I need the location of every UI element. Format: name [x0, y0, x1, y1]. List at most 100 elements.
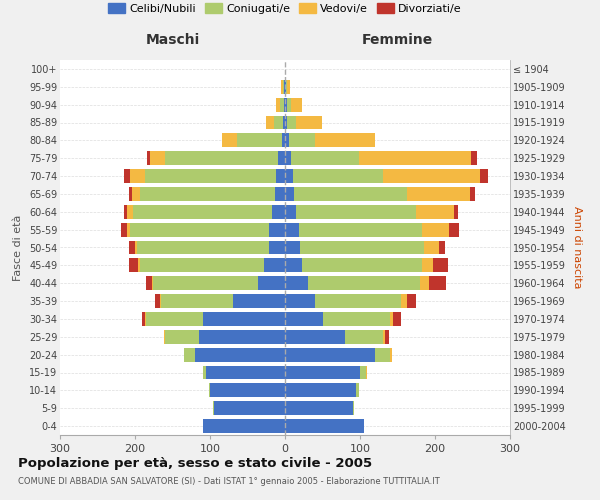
Bar: [266, 116, 274, 130]
Bar: [429, 276, 445, 290]
Bar: [282, 134, 285, 147]
Y-axis label: Fasce di età: Fasce di età: [13, 214, 23, 280]
Bar: [284, 98, 285, 112]
Bar: [416, 205, 454, 219]
Bar: [285, 294, 315, 308]
Bar: [269, 222, 285, 236]
Bar: [285, 258, 302, 272]
Bar: [161, 294, 233, 308]
Bar: [285, 116, 287, 130]
Bar: [454, 205, 458, 219]
Bar: [424, 240, 439, 254]
Bar: [285, 187, 294, 201]
Bar: [284, 80, 285, 94]
Bar: [315, 294, 401, 308]
Bar: [145, 169, 276, 183]
Bar: [164, 330, 165, 344]
Bar: [293, 169, 383, 183]
Bar: [308, 276, 420, 290]
Bar: [276, 169, 285, 183]
Bar: [285, 312, 323, 326]
Bar: [285, 384, 356, 398]
Bar: [323, 312, 390, 326]
Bar: [360, 366, 366, 380]
Bar: [439, 240, 445, 254]
Bar: [195, 348, 285, 362]
Bar: [300, 240, 424, 254]
Bar: [206, 366, 285, 380]
Bar: [258, 276, 285, 290]
Bar: [129, 187, 132, 201]
Bar: [285, 98, 287, 112]
Bar: [150, 151, 165, 165]
Bar: [275, 187, 285, 201]
Bar: [203, 312, 285, 326]
Bar: [285, 240, 300, 254]
Text: Maschi: Maschi: [145, 34, 200, 48]
Bar: [283, 80, 284, 94]
Bar: [222, 134, 237, 147]
Bar: [366, 366, 367, 380]
Bar: [353, 401, 354, 415]
Bar: [124, 169, 130, 183]
Bar: [130, 222, 269, 236]
Text: Popolazione per età, sesso e stato civile - 2005: Popolazione per età, sesso e stato civil…: [18, 458, 372, 470]
Bar: [287, 80, 290, 94]
Bar: [285, 134, 289, 147]
Bar: [237, 134, 282, 147]
Bar: [135, 240, 137, 254]
Bar: [285, 169, 293, 183]
Bar: [184, 348, 195, 362]
Y-axis label: Anni di nascita: Anni di nascita: [572, 206, 583, 289]
Bar: [129, 258, 138, 272]
Bar: [281, 80, 283, 94]
Bar: [296, 116, 322, 130]
Bar: [315, 134, 375, 147]
Bar: [277, 151, 285, 165]
Bar: [285, 401, 353, 415]
Bar: [285, 330, 345, 344]
Bar: [285, 419, 364, 433]
Bar: [214, 401, 285, 415]
Bar: [294, 187, 407, 201]
Bar: [145, 312, 146, 326]
Bar: [299, 222, 422, 236]
Bar: [449, 222, 459, 236]
Bar: [274, 116, 283, 130]
Bar: [433, 258, 448, 272]
Bar: [264, 258, 285, 272]
Bar: [129, 240, 135, 254]
Bar: [146, 312, 203, 326]
Bar: [121, 222, 127, 236]
Bar: [401, 294, 407, 308]
Bar: [213, 401, 214, 415]
Bar: [285, 222, 299, 236]
Bar: [210, 384, 285, 398]
Bar: [296, 205, 416, 219]
Bar: [291, 151, 359, 165]
Bar: [285, 151, 291, 165]
Bar: [142, 312, 145, 326]
Bar: [147, 151, 150, 165]
Bar: [199, 330, 285, 344]
Bar: [393, 312, 401, 326]
Bar: [140, 258, 264, 272]
Bar: [165, 151, 277, 165]
Bar: [132, 187, 139, 201]
Bar: [138, 258, 140, 272]
Bar: [124, 205, 127, 219]
Bar: [271, 205, 285, 219]
Bar: [287, 116, 296, 130]
Bar: [146, 276, 151, 290]
Bar: [286, 80, 287, 94]
Bar: [285, 276, 308, 290]
Bar: [375, 348, 390, 362]
Bar: [345, 330, 383, 344]
Bar: [285, 366, 360, 380]
Bar: [130, 169, 145, 183]
Bar: [276, 98, 280, 112]
Bar: [289, 134, 315, 147]
Bar: [285, 80, 286, 94]
Bar: [480, 169, 487, 183]
Bar: [383, 169, 480, 183]
